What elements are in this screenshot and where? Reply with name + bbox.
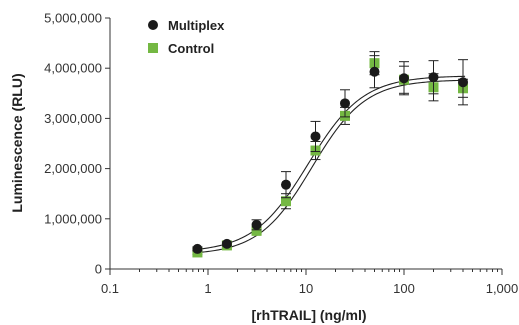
y-axis-title: Luminescence (RLU) [9,73,25,212]
data-point-multiplex [310,131,321,142]
x-tick-label: 1,000 [486,281,519,296]
x-axis-title: [rhTRAIL] (ng/ml) [251,307,366,323]
data-point-multiplex [251,219,262,230]
data-point-multiplex [221,238,232,249]
legend: Multiplex Control [148,18,225,56]
y-tick-label: 5,000,000 [44,11,102,26]
data-point-multiplex [339,98,350,109]
data-point-control [251,225,262,236]
data-points [192,51,469,258]
axes: 0 1,000,000 2,000,000 3,000,000 4,000,000 5,0… [44,11,518,297]
legend-label-multiplex: Multiplex [168,18,225,33]
fit-curves [192,75,466,254]
data-point-multiplex [428,72,439,83]
y-tick-label: 3,000,000 [44,111,102,126]
y-tick-label: 0 [95,262,102,277]
data-point-multiplex [399,73,409,84]
x-tick-label: 100 [393,281,415,296]
data-point-control [280,196,291,207]
x-tick-label: 0.1 [101,281,119,296]
legend-marker-multiplex [148,20,158,30]
y-tick-label: 2,000,000 [44,161,102,176]
fit-curve-control [192,79,466,254]
fit-curve-multiplex [192,75,466,251]
data-point-multiplex [458,77,469,88]
x-tick-label: 10 [299,281,313,296]
x-tick-label: 1 [204,281,211,296]
data-point-multiplex [192,243,203,254]
legend-marker-control [148,43,158,53]
data-point-multiplex [369,66,380,77]
y-tick-label: 1,000,000 [44,211,102,226]
legend-label-control: Control [168,41,214,56]
y-tick-label: 4,000,000 [44,61,102,76]
data-point-multiplex [280,179,291,190]
